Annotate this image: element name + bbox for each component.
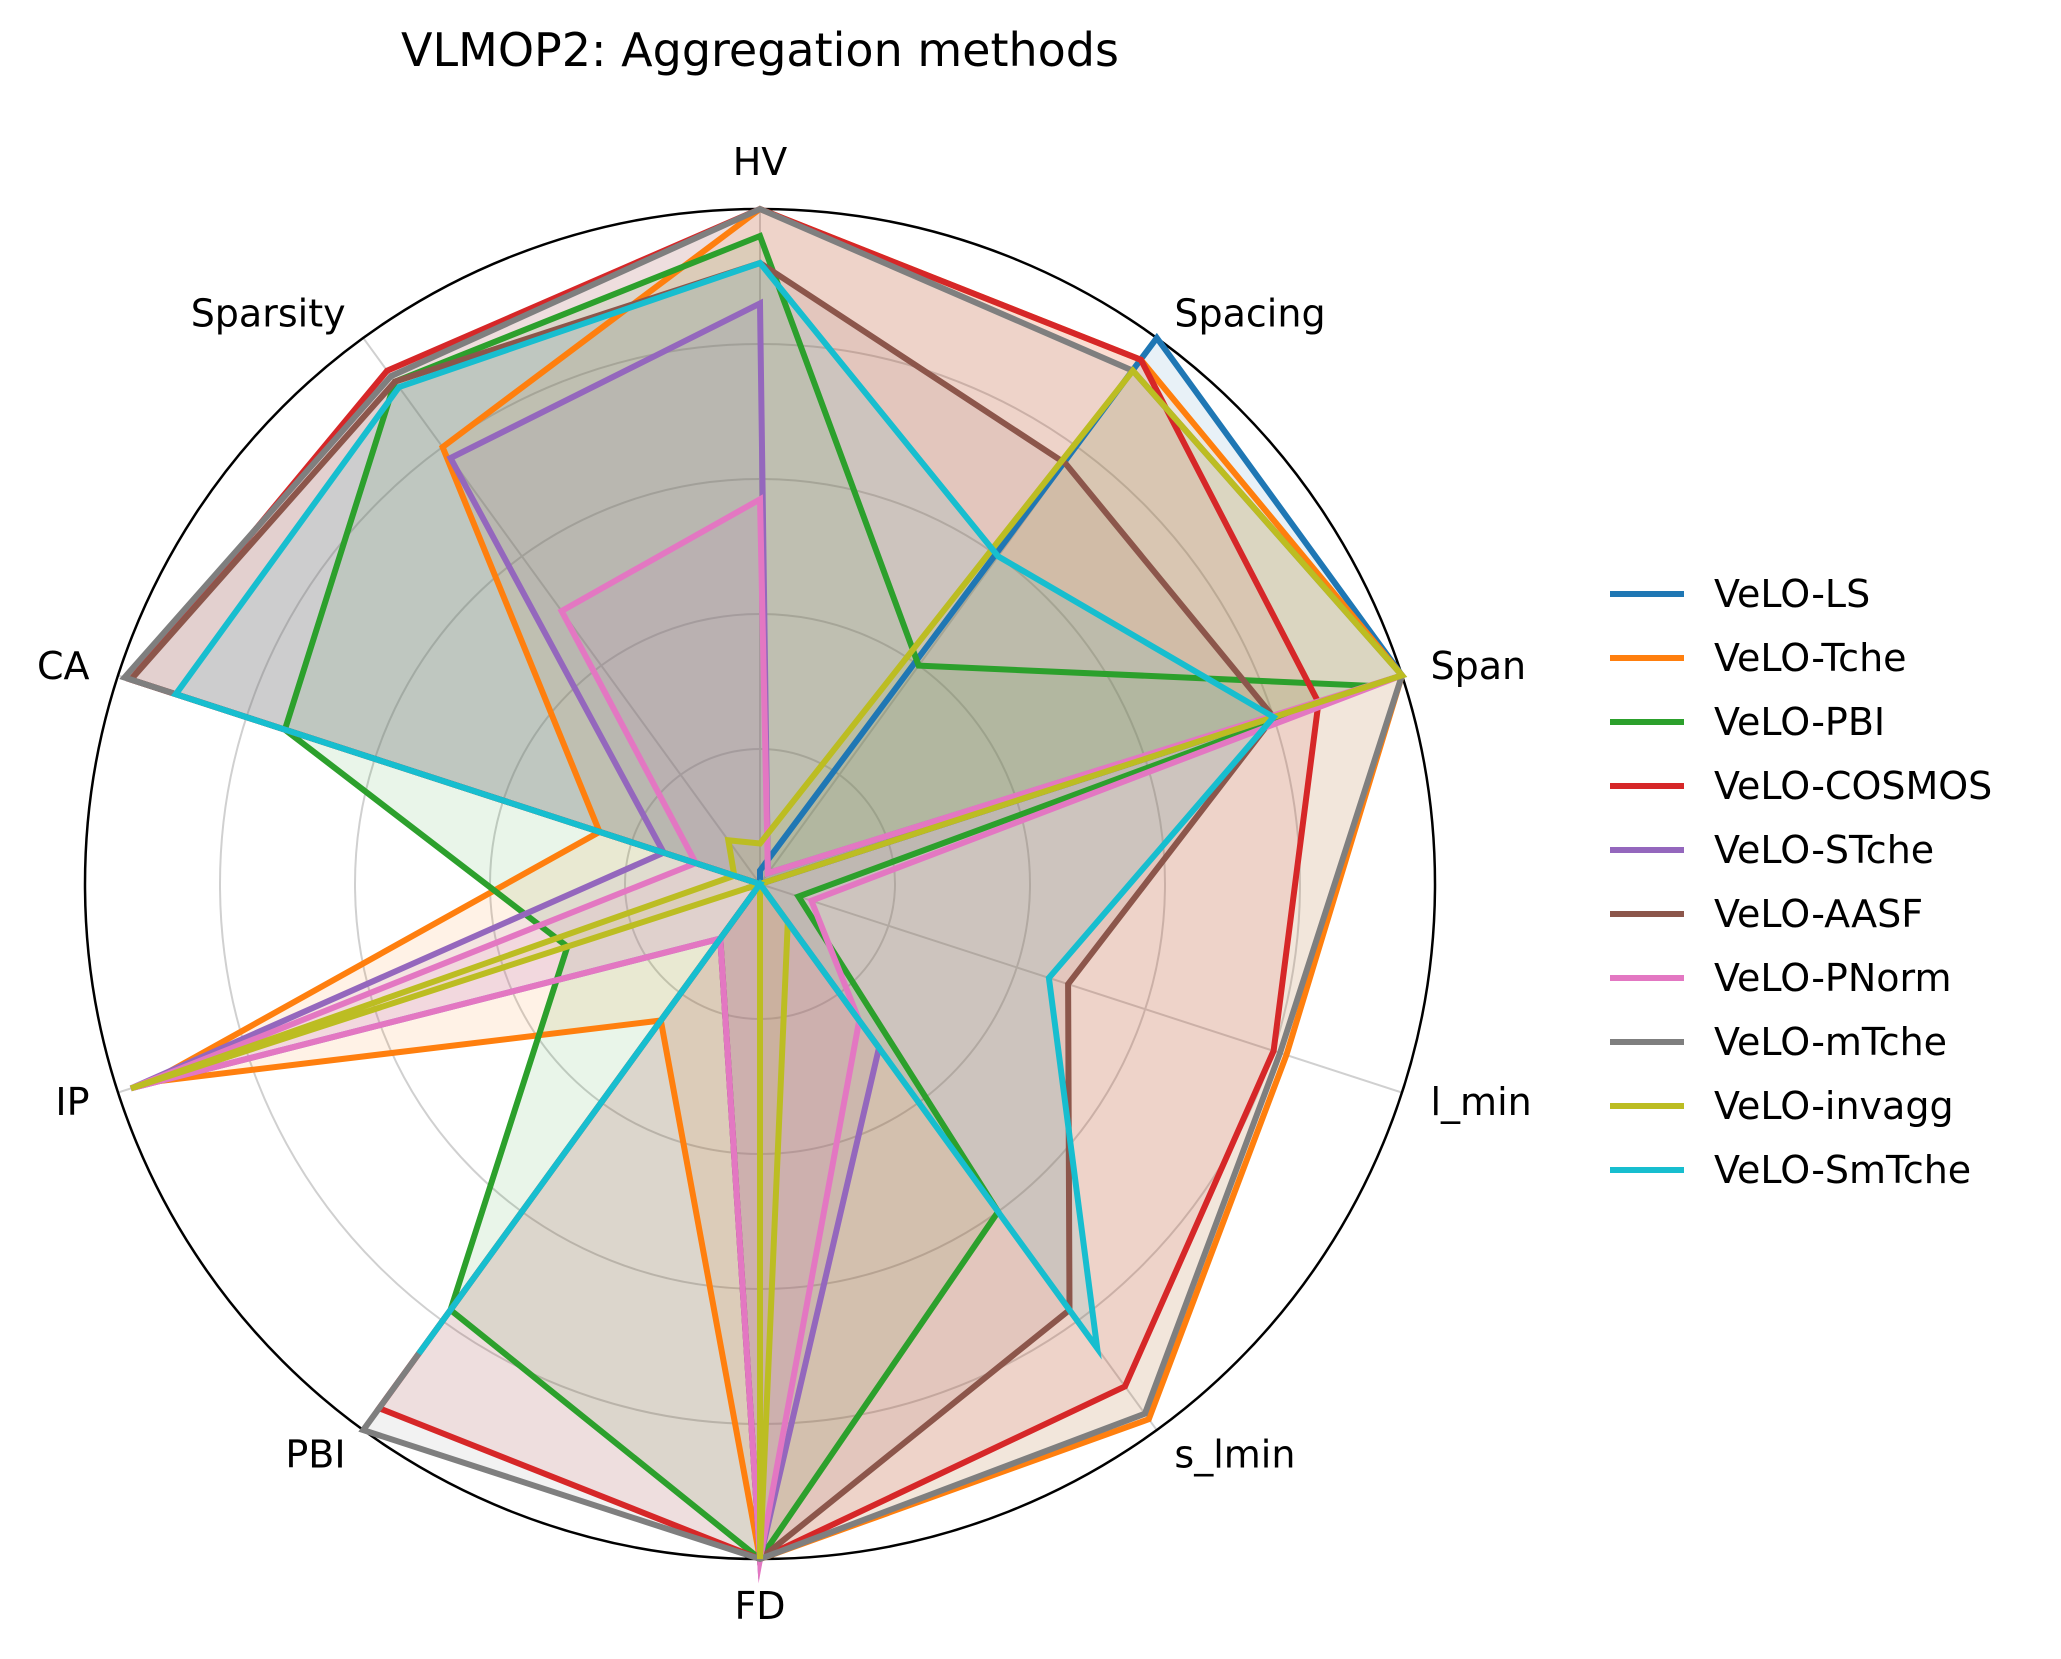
legend-item-velo-stche: VeLO-STche (1610, 828, 1934, 872)
legend-item-velo-tche: VeLO-Tche (1610, 636, 1907, 680)
axis-label-span: Span (1431, 644, 1527, 688)
axis-label-spacing: Spacing (1174, 292, 1325, 336)
legend-item-velo-invagg: VeLO-invagg (1610, 1084, 1954, 1128)
legend-label-velo-mtche: VeLO-mTche (1714, 1020, 1947, 1064)
legend-item-velo-ls: VeLO-LS (1610, 572, 1870, 616)
legend-item-velo-pnorm: VeLO-PNorm (1610, 956, 1951, 1000)
legend-label-velo-pnorm: VeLO-PNorm (1714, 956, 1951, 1000)
chart-title: VLMOP2: Aggregation methods (401, 23, 1119, 77)
legend-item-velo-aasf: VeLO-AASF (1610, 892, 1923, 936)
axis-label-s-lmin: s_lmin (1174, 1432, 1295, 1476)
axis-label-l-min: l_min (1431, 1080, 1532, 1124)
legend-label-velo-aasf: VeLO-AASF (1714, 892, 1923, 936)
legend-label-velo-tche: VeLO-Tche (1714, 636, 1907, 680)
legend-item-velo-mtche: VeLO-mTche (1610, 1020, 1947, 1064)
axis-label-ip: IP (55, 1080, 89, 1124)
legend: VeLO-LS VeLO-Tche VeLO-PBI VeLO-COSMOS VeLO-… (1610, 572, 1992, 1192)
legend-label-velo-pbi: VeLO-PBI (1714, 700, 1885, 744)
legend-label-velo-ls: VeLO-LS (1714, 572, 1870, 616)
legend-label-velo-stche: VeLO-STche (1714, 828, 1934, 872)
legend-label-velo-cosmos: VeLO-COSMOS (1714, 764, 1992, 808)
legend-item-velo-cosmos: VeLO-COSMOS (1610, 764, 1992, 808)
axis-label-sparsity: Sparsity (191, 292, 346, 336)
axis-label-pbi: PBI (285, 1432, 345, 1476)
legend-label-velo-smtche: VeLO-SmTche (1714, 1148, 1971, 1192)
legend-label-velo-invagg: VeLO-invagg (1714, 1084, 1954, 1128)
axis-label-fd: FD (734, 1584, 785, 1628)
axis-label-hv: HV (733, 140, 788, 184)
legend-item-velo-smtche: VeLO-SmTche (1610, 1148, 1971, 1192)
legend-item-velo-pbi: VeLO-PBI (1610, 700, 1885, 744)
axis-label-ca: CA (37, 644, 90, 688)
